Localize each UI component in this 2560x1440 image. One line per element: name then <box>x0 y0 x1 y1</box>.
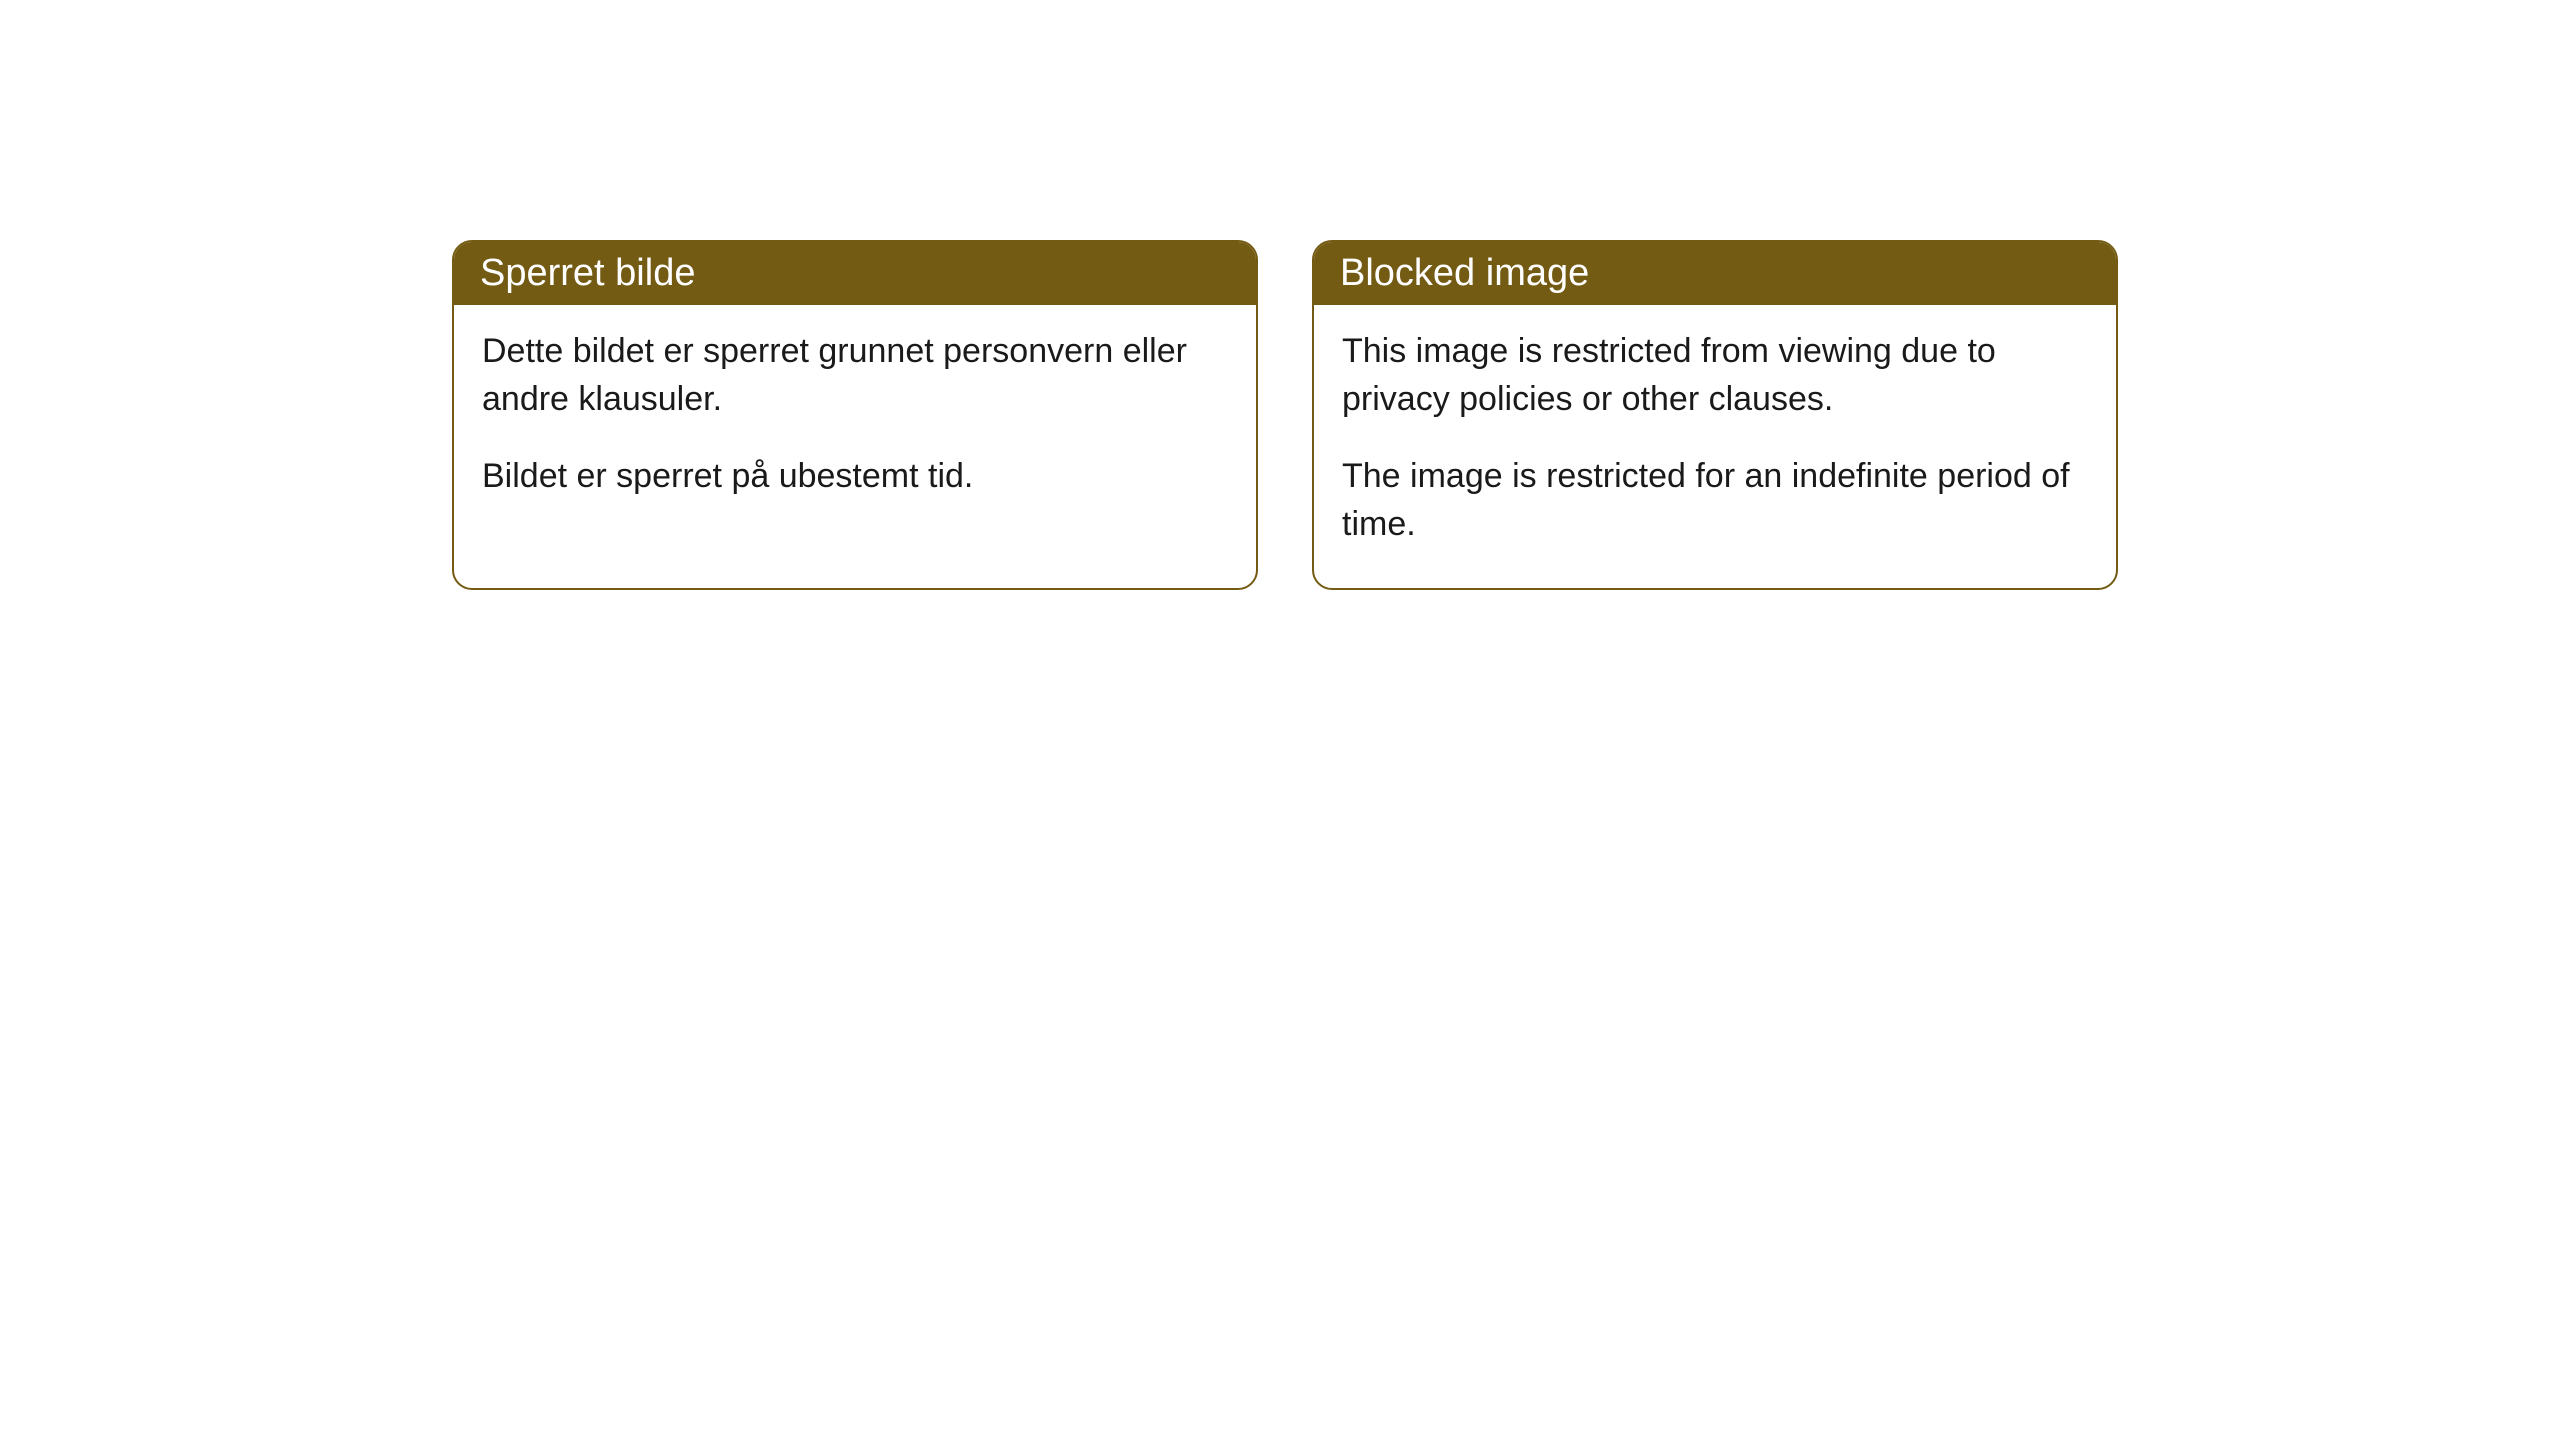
card-paragraph: Dette bildet er sperret grunnet personve… <box>482 327 1228 424</box>
blocked-image-card-english: Blocked image This image is restricted f… <box>1312 240 2118 590</box>
card-header: Sperret bilde <box>454 242 1256 305</box>
card-title: Blocked image <box>1340 252 1589 294</box>
card-paragraph: Bildet er sperret på ubestemt tid. <box>482 452 1228 500</box>
card-title: Sperret bilde <box>480 252 695 294</box>
card-body: This image is restricted from viewing du… <box>1314 305 2116 588</box>
cards-container: Sperret bilde Dette bildet er sperret gr… <box>452 240 2118 590</box>
blocked-image-card-norwegian: Sperret bilde Dette bildet er sperret gr… <box>452 240 1258 590</box>
card-paragraph: This image is restricted from viewing du… <box>1342 327 2088 424</box>
card-body: Dette bildet er sperret grunnet personve… <box>454 305 1256 540</box>
card-paragraph: The image is restricted for an indefinit… <box>1342 452 2088 549</box>
card-header: Blocked image <box>1314 242 2116 305</box>
